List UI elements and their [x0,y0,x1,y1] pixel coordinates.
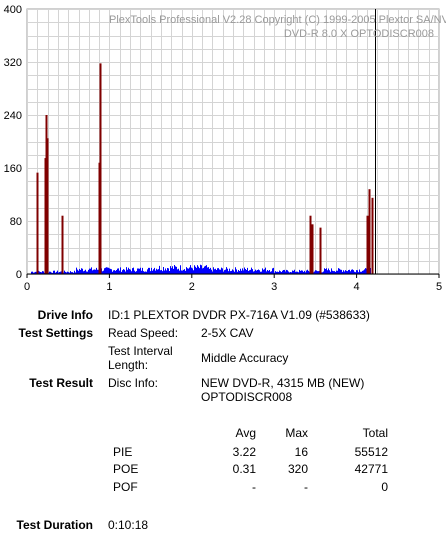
test-duration-label: Test Duration [16,518,93,532]
error-chart: 0 80 160 240 320 400 0 1 2 3 4 5 PlexTools Profess… [4,4,446,293]
chart-title: PlexTools Professional V2.28 Copyright (… [109,14,446,26]
x-tick-label: 5 [436,281,442,293]
chart-subtitle: DVD-R 8.0 X OPTODISCR008 [284,28,434,40]
x-tick-label: 4 [354,281,360,293]
pie-series [31,264,371,274]
pof-total: 0 [381,480,388,494]
test-result-label: Test Result [29,376,93,390]
pie-total: 55512 [354,445,388,459]
max-header: Max [285,426,308,440]
y-axis-ticks: 0 80 160 240 320 400 [4,4,22,281]
grid-lines [27,9,440,275]
poe-max: 320 [287,462,308,476]
y-tick-label: 80 [10,216,22,228]
y-tick-label: 0 [16,269,22,281]
test-settings-label: Test Settings [18,326,93,340]
y-tick-label: 400 [4,4,22,16]
avg-header: Avg [235,426,256,440]
poe-series [36,63,374,274]
poe-avg: 0.31 [232,462,256,476]
pof-avg: - [252,480,256,494]
poe-total: 42771 [354,462,388,476]
x-tick-label: 2 [189,281,195,293]
x-tick-label: 0 [24,281,30,293]
interval-label-line1: Test Interval [108,344,173,358]
read-speed-label: Read Speed: [108,326,179,340]
y-tick-label: 160 [4,163,22,175]
disc-info-value-line2: OPTODISCR008 [201,390,293,404]
disc-info-label: Disc Info: [108,376,159,390]
drive-info-value: ID:1 PLEXTOR DVDR PX-716A V1.09 (#538633… [108,308,370,322]
drive-info-label: Drive Info [37,308,93,322]
disc-info-value-line1: NEW DVD-R, 4315 MB (NEW) [201,376,365,390]
y-tick-label: 240 [4,110,22,122]
y-tick-label: 320 [4,57,22,69]
pie-max: 16 [294,445,308,459]
pie-avg: 3.22 [232,445,256,459]
pof-max: - [304,480,308,494]
pof-row-name: POF [113,480,138,494]
x-tick-label: 3 [271,281,277,293]
x-tick-label: 1 [106,281,112,293]
test-duration-value: 0:10:18 [108,518,149,532]
x-axis-ticks: 0 1 2 3 4 5 [24,274,442,293]
total-header: Total [362,426,388,440]
poe-row-name: POE [113,462,139,476]
interval-value: Middle Accuracy [201,351,289,365]
pie-row-name: PIE [113,445,133,459]
interval-label-line2: Length: [108,358,149,372]
read-speed-value: 2-5X CAV [201,326,254,340]
